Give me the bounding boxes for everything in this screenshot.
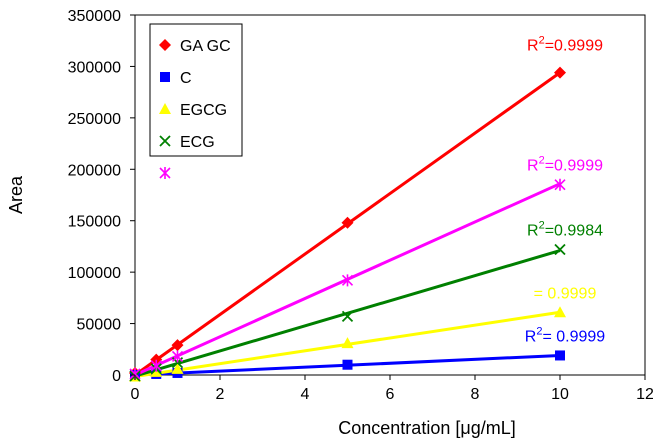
data-point-4-1 [150,359,162,372]
data-point-4-3 [341,274,354,287]
y-tick-label: 300000 [68,59,121,76]
data-point-1-3 [342,359,353,370]
data-point-3-4 [554,243,566,256]
legend-marker-3 [159,135,171,147]
r2-label-0: R2=0.9999 [527,35,603,55]
data-point-4-4 [554,178,566,191]
data-point-3-3 [341,310,354,323]
y-tick-label: 200000 [68,162,121,179]
y-axis-ticks: 0 50000 100000 150000 200000 250000 300000 3500… [68,8,135,385]
r2-labels: R2=0.9999 R2= 0.9999 = 0.9999 R2=0.9984 R2=0… [525,35,606,346]
r2-label-3: R2=0.9984 [527,220,603,240]
data-markers [129,66,566,382]
legend-label-0: GA GC [180,38,231,55]
legend-label-2: EGCG [180,102,227,119]
legend-marker-2 [159,103,171,114]
data-point-2-3 [341,337,354,349]
x-tick-label: 10 [551,386,569,403]
legend-marker-1 [160,72,170,82]
x-tick-label: 4 [301,386,310,403]
y-tick-label: 350000 [68,8,121,25]
r2-label-4: R2=0.9999 [527,155,603,175]
x-tick-label: 12 [636,386,653,403]
y-tick-label: 150000 [68,214,121,231]
data-point-0-2 [171,339,184,352]
r2-label-1: R2= 0.9999 [525,325,606,345]
data-point-4-2 [171,350,184,363]
r2-label-2: = 0.9999 [534,285,597,302]
x-tick-label: 2 [216,386,225,403]
legend-marker-4 [159,167,171,179]
x-tick-label: 0 [131,386,140,403]
data-point-1-4 [555,350,565,361]
y-tick-label: 100000 [68,265,121,282]
y-axis-label: Area [6,175,26,214]
y-tick-label: 0 [112,368,121,385]
fit-line-3 [134,249,561,378]
x-axis-label: Concentration [μg/mL] [338,418,515,438]
legend: GA GC C EGCG ECG [149,23,243,179]
data-point-2-2 [171,362,184,374]
data-point-0-4 [554,66,566,79]
y-tick-label: 250000 [68,111,121,128]
legend-label-1: C [180,70,192,87]
x-tick-label: 8 [471,386,480,403]
data-point-2-4 [554,306,566,318]
y-tick-label: 50000 [77,317,122,334]
x-axis-ticks: 0 2 4 6 8 10 12 [131,375,653,403]
data-point-0-3 [341,216,354,229]
x-tick-label: 6 [386,386,395,403]
legend-marker-0 [159,39,171,51]
legend-label-3: ECG [180,134,215,151]
